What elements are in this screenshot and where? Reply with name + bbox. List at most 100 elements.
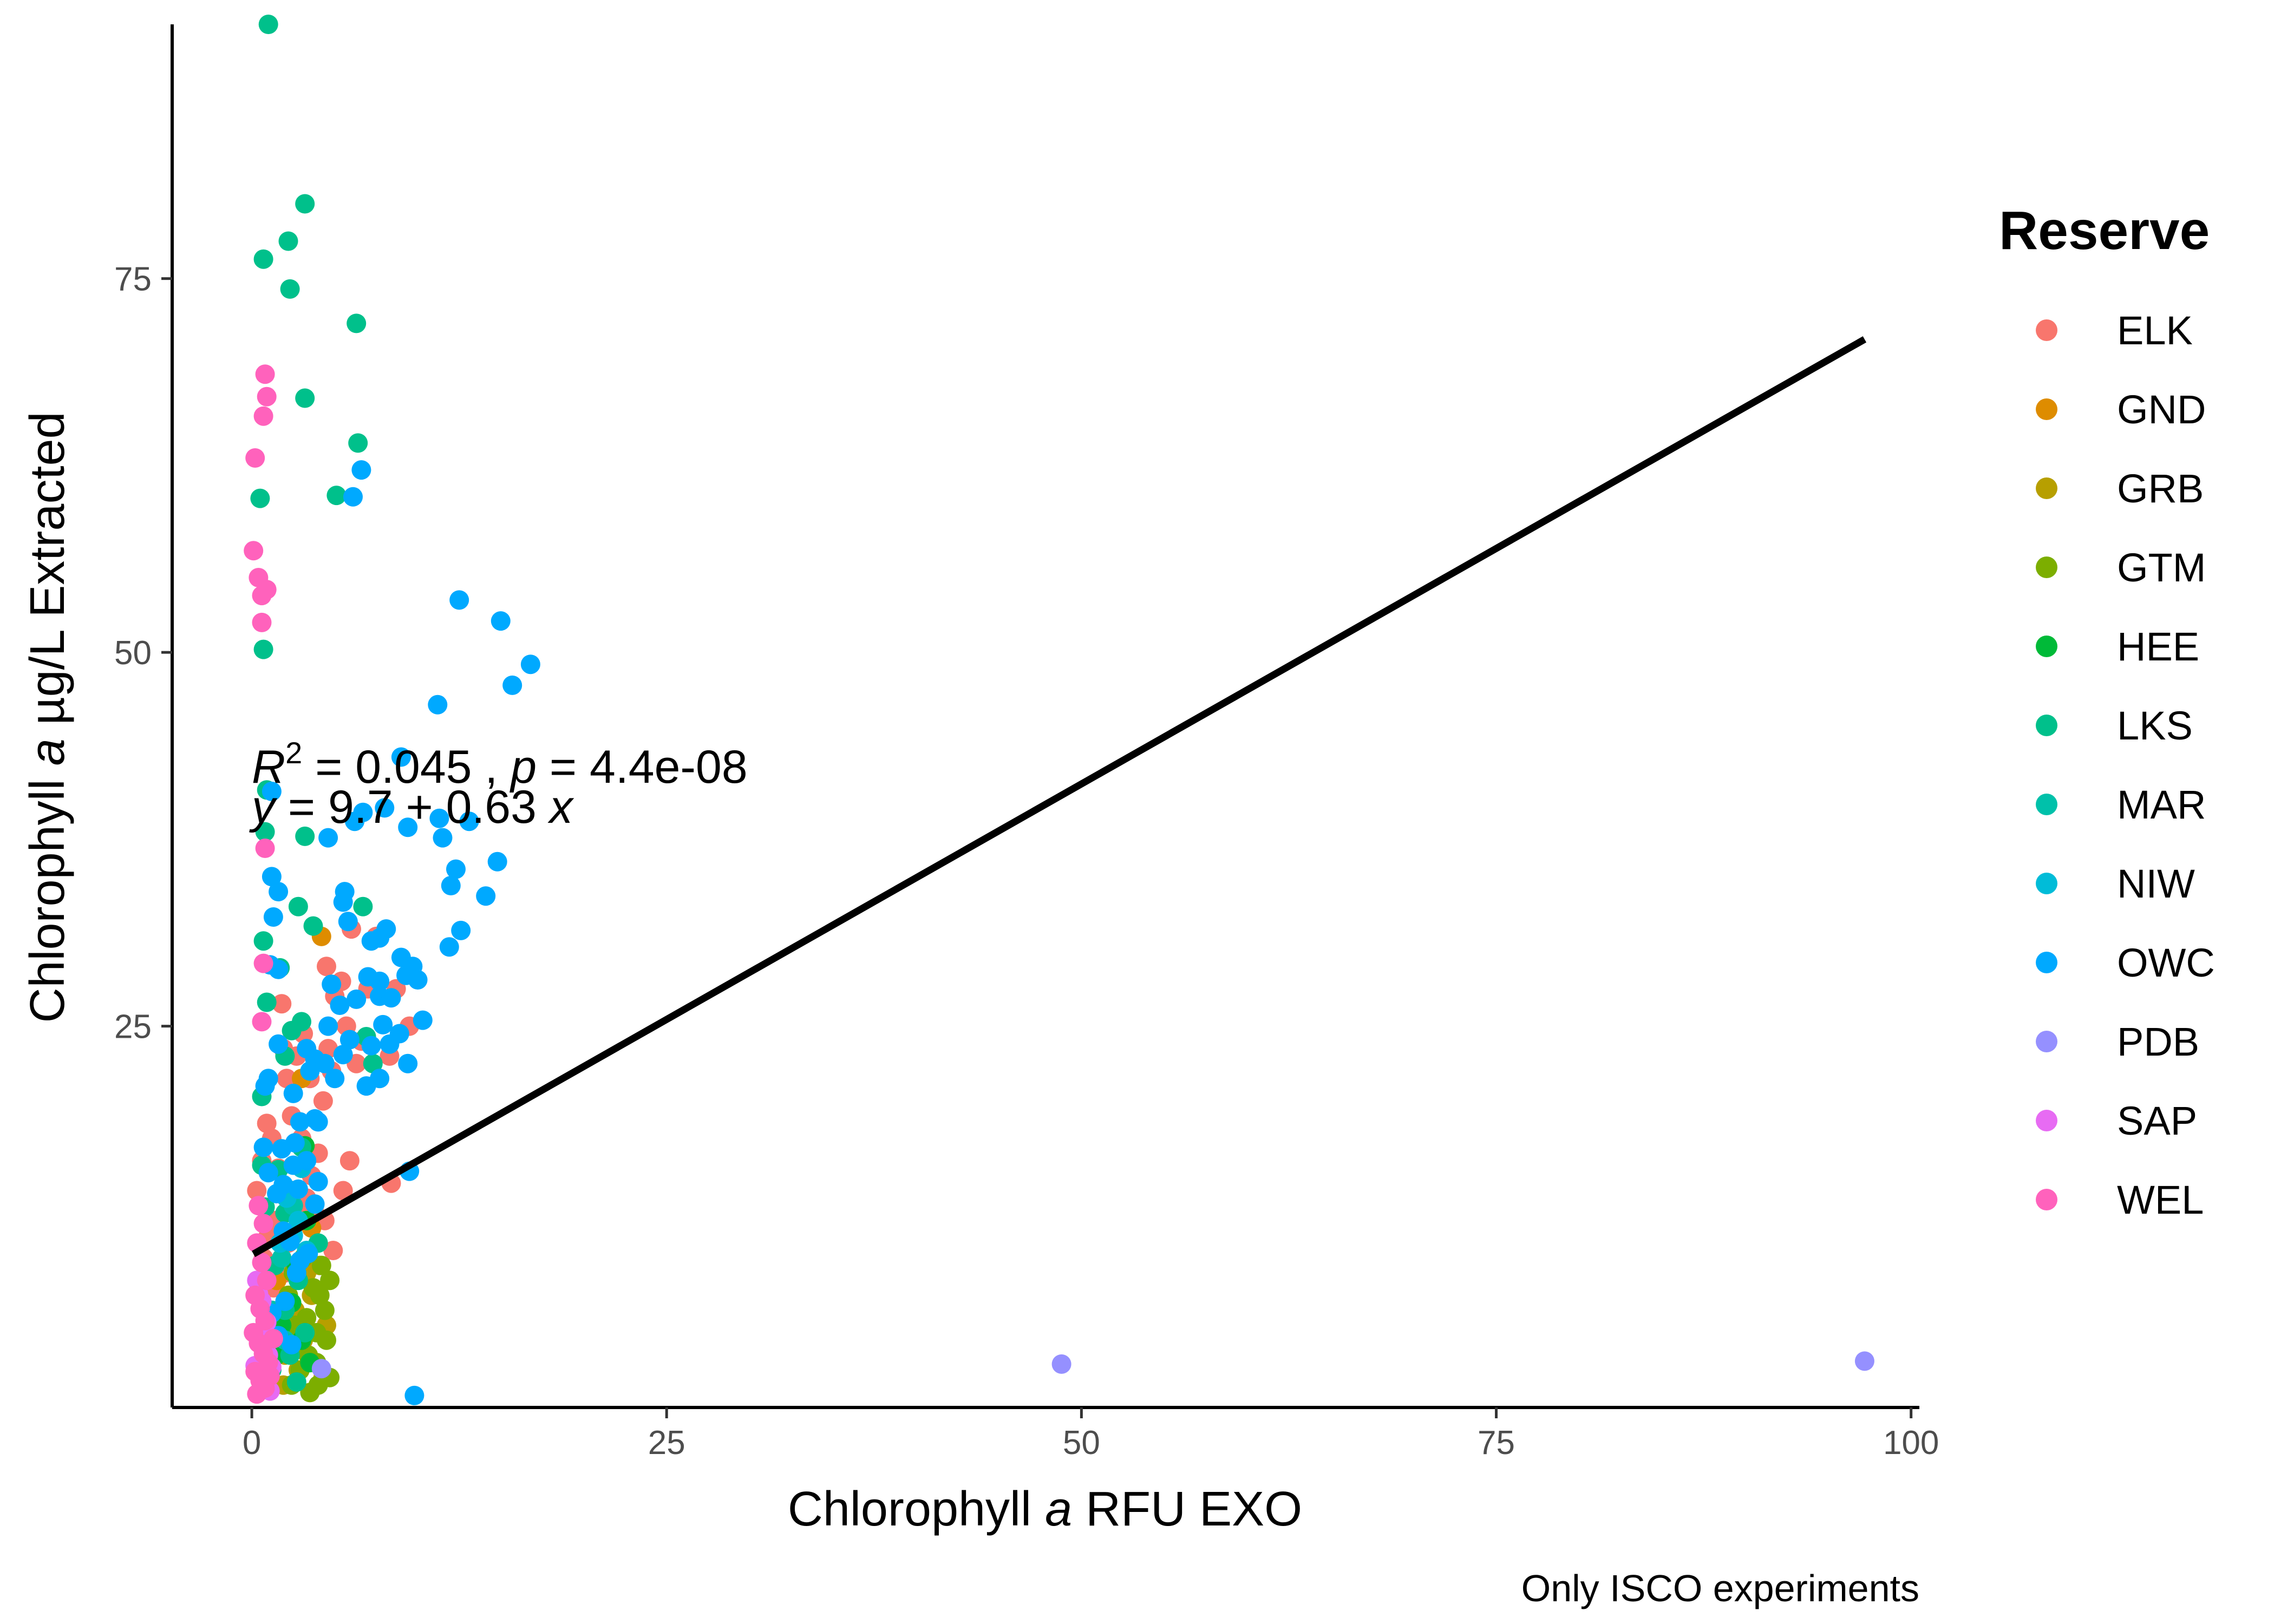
point-lks-7 (348, 433, 368, 453)
point-wel-3 (245, 448, 265, 468)
point-wel-1 (257, 387, 277, 407)
point-lks-39 (363, 1053, 383, 1073)
point-owc-56 (333, 1045, 353, 1065)
point-owc-11 (375, 798, 395, 818)
legend-label-gnd: GND (2117, 387, 2206, 432)
y-axis-ticks: 25 50 75 (114, 261, 172, 1046)
legend-label-elk: ELK (2117, 308, 2193, 353)
point-wel-19 (255, 1311, 275, 1331)
point-owc-18 (269, 882, 289, 902)
point-owc-41 (330, 996, 350, 1015)
point-pdb-0 (1051, 1354, 1071, 1374)
point-wel-15 (252, 1253, 272, 1273)
point-owc-76 (253, 1137, 273, 1157)
y-axis-title: Chlorophyll a µg/L Extracted (21, 411, 75, 1023)
point-owc-64 (258, 1069, 278, 1089)
legend-key-hee (2036, 636, 2057, 657)
point-owc-8 (391, 747, 411, 767)
point-elk-21 (339, 1151, 360, 1171)
point-owc-20 (333, 892, 353, 912)
x-tick-label: 0 (243, 1424, 261, 1462)
point-lks-8 (326, 486, 347, 506)
x-tick-label: 50 (1063, 1424, 1100, 1462)
point-owc-40 (322, 974, 342, 994)
legend: ELK GND GRB GTM HEE LKS MAR NIW OWC PDB SAP WEL (2036, 308, 2215, 1222)
point-elk-7 (277, 1069, 297, 1089)
point-lks-5 (347, 313, 367, 333)
legend-label-hee: HEE (2117, 624, 2199, 669)
point-owc-2 (449, 590, 469, 610)
point-pdb-1 (1854, 1351, 1874, 1371)
point-owc-22 (441, 876, 461, 895)
legend-label-wel: WEL (2117, 1177, 2204, 1222)
point-owc-79 (288, 1179, 308, 1199)
point-wel-13 (253, 1214, 273, 1234)
point-wel-4 (244, 541, 264, 561)
point-owc-17 (262, 867, 282, 887)
point-owc-12 (398, 817, 418, 837)
point-owc-24 (476, 886, 496, 906)
point-lks-19 (257, 992, 277, 1012)
point-owc-60 (325, 1069, 345, 1089)
point-owc-3 (491, 611, 511, 631)
y-tick-label: 50 (114, 634, 152, 672)
point-wel-16 (257, 1271, 277, 1291)
point-lks-16 (303, 916, 323, 936)
legend-label-owc: OWC (2117, 940, 2215, 985)
point-lks-0 (258, 15, 278, 34)
point-owc-1 (343, 487, 363, 507)
point-gtm-16 (310, 1285, 330, 1305)
point-owc-77 (258, 1163, 278, 1183)
point-owc-46 (380, 1034, 400, 1054)
point-lks-1 (295, 194, 315, 214)
legend-key-lks (2036, 715, 2057, 736)
point-gtm-15 (297, 1308, 317, 1328)
point-lks-6 (295, 388, 315, 408)
point-owc-51 (318, 1016, 338, 1036)
legend-label-pdb: PDB (2117, 1019, 2199, 1064)
point-elk-0 (247, 1181, 267, 1201)
point-owc-15 (459, 811, 479, 831)
point-owc-69 (283, 1155, 303, 1175)
point-owc-30 (439, 937, 459, 957)
point-lks-17 (253, 931, 273, 951)
point-elk-15 (318, 1039, 338, 1059)
point-owc-0 (351, 460, 371, 480)
point-owc-61 (300, 1061, 320, 1081)
point-owc-23 (487, 852, 507, 872)
point-lks-2 (278, 231, 298, 251)
x-axis-title: Chlorophyll a RFU EXO (788, 1482, 1302, 1536)
x-tick-label: 100 (1883, 1424, 1939, 1462)
point-owc-75 (308, 1171, 328, 1191)
point-owc-47 (413, 1010, 433, 1030)
y-tick-label: 25 (114, 1009, 152, 1046)
point-owc-7 (262, 782, 282, 801)
point-owc-6 (428, 695, 448, 715)
point-mar-0 (272, 1248, 292, 1268)
point-owc-52 (269, 1034, 289, 1054)
point-owc-21 (446, 859, 466, 879)
point-owc-16 (318, 828, 338, 848)
point-owc-87 (282, 1335, 302, 1354)
x-tick-label: 25 (648, 1424, 685, 1462)
legend-key-wel (2036, 1189, 2057, 1210)
point-owc-39 (408, 970, 428, 990)
point-wel-29 (263, 1328, 283, 1348)
point-owc-25 (263, 907, 283, 927)
legend-label-niw: NIW (2117, 861, 2195, 906)
point-owc-62 (283, 1083, 303, 1103)
point-owc-55 (315, 1053, 335, 1073)
point-gtm-13 (300, 1383, 320, 1403)
point-owc-33 (269, 959, 289, 979)
regression-stats-label: R2 = 0.045 , p = 4.4e-08 (252, 736, 748, 793)
legend-label-lks: LKS (2117, 703, 2193, 748)
legend-key-niw (2036, 873, 2057, 894)
point-owc-44 (381, 988, 401, 1008)
point-gtm-4 (315, 1300, 335, 1320)
legend-key-grb (2036, 477, 2057, 499)
point-elk-5 (272, 994, 292, 1014)
point-wel-11 (252, 1012, 272, 1032)
point-lks-14 (288, 896, 308, 916)
point-owc-48 (373, 1014, 393, 1034)
